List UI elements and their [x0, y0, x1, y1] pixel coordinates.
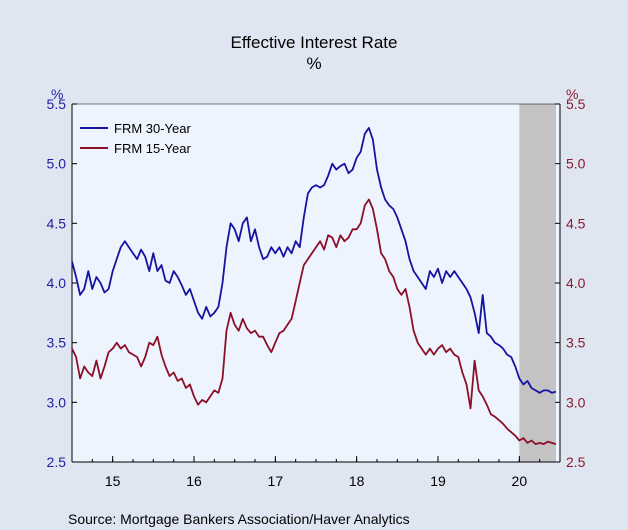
- x-tick-label: 15: [105, 473, 121, 489]
- y-tick-label-right: 5.0: [566, 156, 586, 172]
- y-tick-label-right: 5.5: [566, 96, 586, 112]
- y-tick-label-right: 2.5: [566, 454, 586, 470]
- y-tick-label-left: 5.5: [47, 96, 67, 112]
- y-tick-label-right: 4.5: [566, 215, 586, 231]
- chart-title: Effective Interest Rate: [230, 33, 398, 52]
- plot-area: [72, 104, 560, 462]
- left-axis-unit: %: [51, 86, 64, 102]
- x-tick-label: 19: [430, 473, 446, 489]
- y-tick-label-right: 3.0: [566, 394, 586, 410]
- x-tick-label: 17: [268, 473, 284, 489]
- legend-label: FRM 30-Year: [114, 121, 191, 136]
- y-tick-label-left: 5.0: [47, 156, 67, 172]
- y-tick-label-right: 4.0: [566, 275, 586, 291]
- series-line-frm-15-year: [71, 198, 557, 446]
- x-tick-label: 16: [186, 473, 202, 489]
- right-axis-unit: %: [566, 86, 579, 102]
- series-line-frm-30-year: [71, 127, 557, 394]
- y-tick-label-right: 3.5: [566, 335, 586, 351]
- legend-label: FRM 15-Year: [114, 141, 191, 156]
- chart-subtitle: %: [306, 54, 322, 73]
- x-tick-label: 18: [349, 473, 365, 489]
- y-tick-label-left: 4.0: [47, 275, 67, 291]
- source-note: Source: Mortgage Bankers Association/Hav…: [68, 511, 410, 527]
- x-tick-label: 20: [512, 473, 528, 489]
- y-tick-label-left: 2.5: [47, 454, 67, 470]
- recession-shading: [519, 104, 556, 462]
- y-tick-label-left: 4.5: [47, 215, 67, 231]
- y-tick-label-left: 3.0: [47, 394, 67, 410]
- y-tick-label-left: 3.5: [47, 335, 67, 351]
